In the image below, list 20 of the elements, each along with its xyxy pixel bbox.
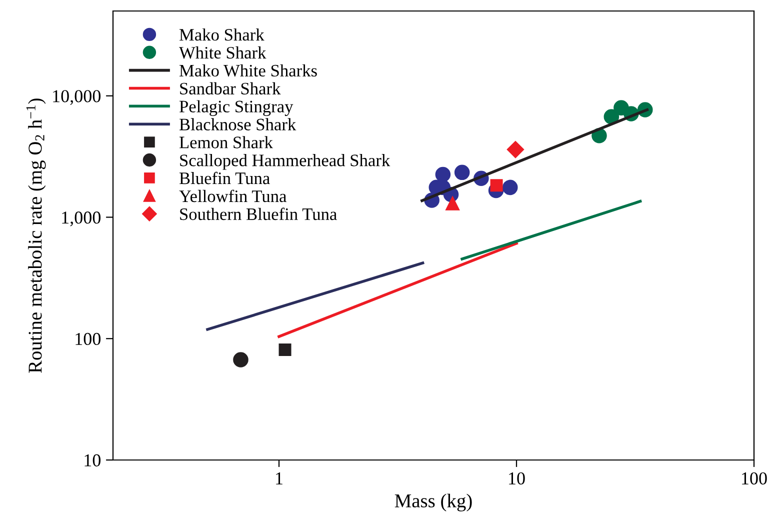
y-tick-label: 10,000	[53, 90, 101, 105]
legend-label: Southern Bluefin Tuna	[180, 208, 337, 220]
x-tick-label: 100	[742, 472, 767, 485]
legend-label: Pelagic Stingray	[179, 100, 294, 116]
legend-label: Scalloped Hammerhead Shark	[180, 154, 390, 170]
legend-label: Lemon Shark	[179, 136, 273, 148]
legend-label: Mako White Sharks	[179, 64, 317, 77]
x-tick-label: 1	[276, 472, 282, 484]
legend-label: Bluefin Tuna	[179, 172, 270, 184]
y-tick-label: 10	[84, 454, 101, 466]
y-tick-label: 1,000	[62, 211, 101, 226]
legend-label: White Shark	[178, 46, 266, 59]
legend-label: Sandbar Shark	[180, 82, 281, 94]
x-tick-label: 10	[509, 472, 525, 485]
legend-label: Mako Shark	[179, 28, 264, 41]
x-axis-title: Mass (kg)	[394, 494, 472, 512]
legend-label: Blacknose Shark	[179, 118, 296, 130]
y-axis-title: Routine metabolic rate (mg O$_{2}$ h$^{−1}$)	[26, 98, 46, 373]
legend-label: Yellowfin Tuna	[179, 190, 286, 202]
y-tick-label: 100	[76, 332, 101, 346]
